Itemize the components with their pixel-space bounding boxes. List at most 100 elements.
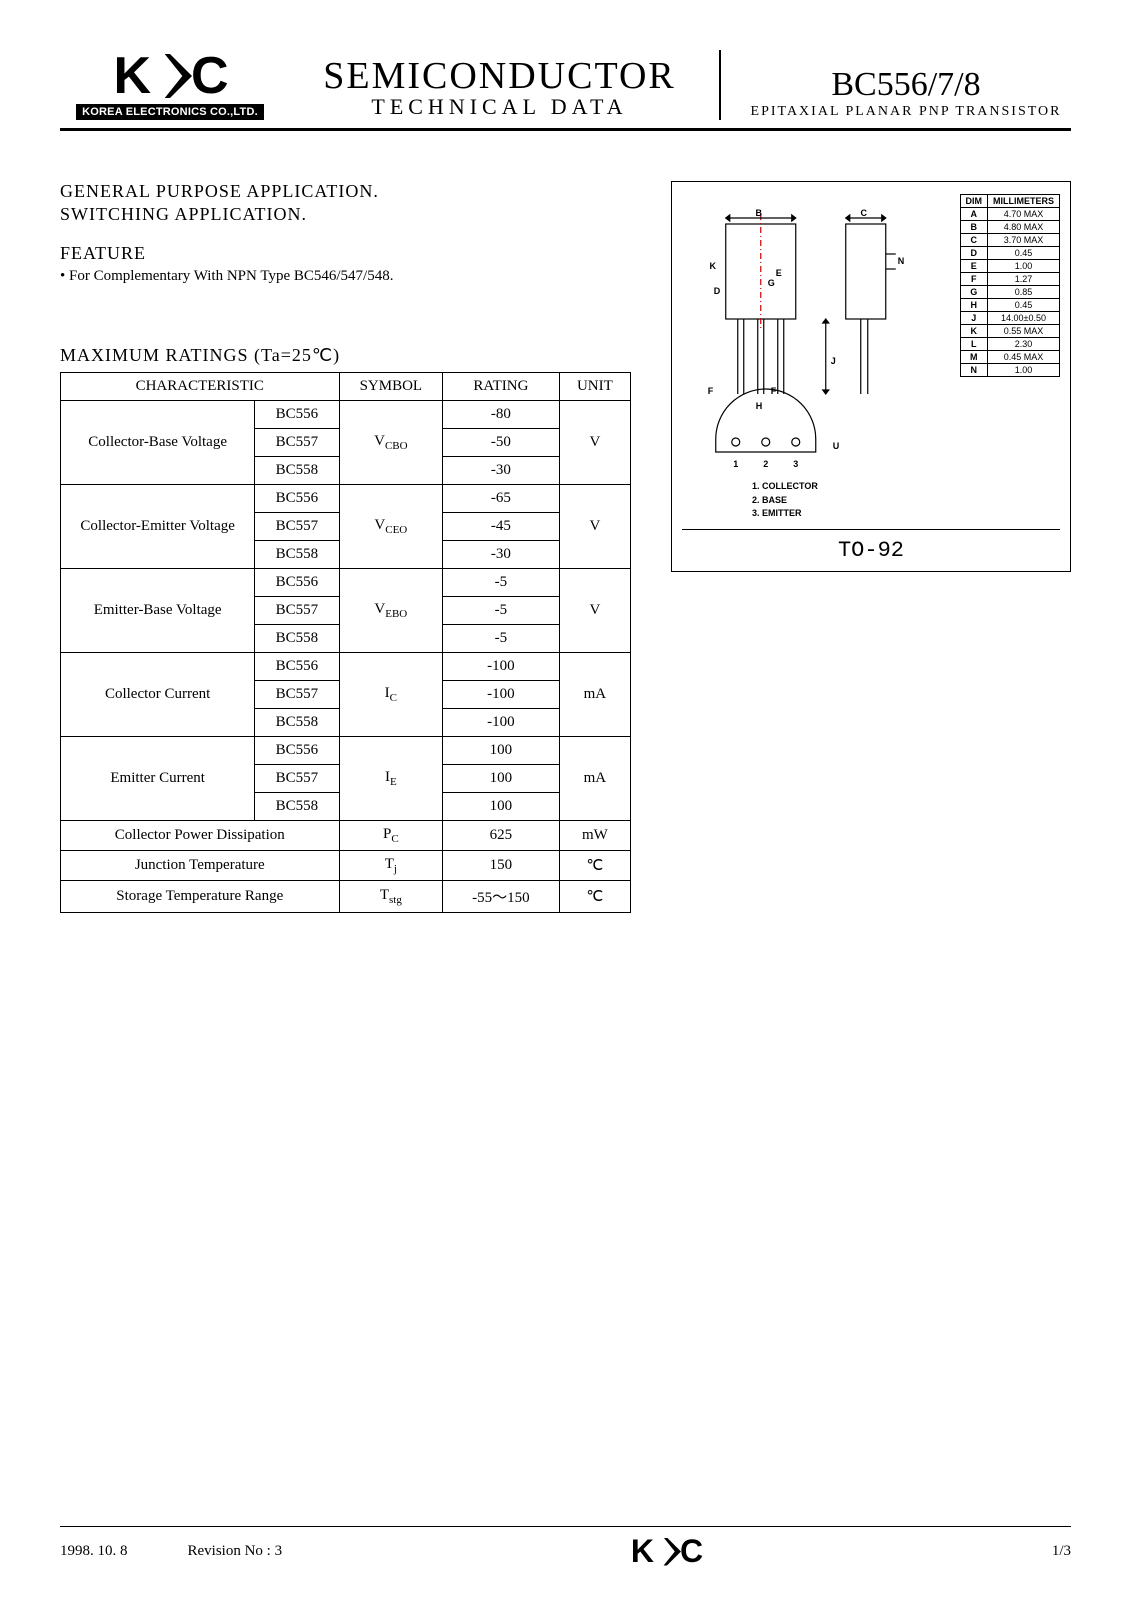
cell-part: BC557 xyxy=(255,597,339,625)
footer-page: 1/3 xyxy=(1052,1543,1071,1560)
cell-rating: -45 xyxy=(443,513,560,541)
cell-unit: V xyxy=(559,569,630,653)
dim-value: 0.45 MAX xyxy=(988,351,1060,364)
cell-rating: -65 xyxy=(443,485,560,513)
part-description: EPITAXIAL PLANAR PNP TRANSISTOR xyxy=(741,104,1071,120)
header-center: SEMICONDUCTOR TECHNICAL DATA xyxy=(300,54,699,120)
cell-part: BC558 xyxy=(255,709,339,737)
feature-bullet: • For Complementary With NPN Type BC546/… xyxy=(60,268,631,285)
application-line-1: GENERAL PURPOSE APPLICATION. xyxy=(60,181,631,202)
cell-part: BC556 xyxy=(255,485,339,513)
dim-value: 2.30 xyxy=(988,338,1060,351)
dim-value: 3.70 MAX xyxy=(988,234,1060,247)
dim-value: 0.45 xyxy=(988,299,1060,312)
dim-row: C3.70 MAX xyxy=(960,234,1060,247)
dim-row: B4.80 MAX xyxy=(960,221,1060,234)
dimension-table-wrap: DIM MILLIMETERS A4.70 MAXB4.80 MAXC3.70 … xyxy=(960,194,1061,474)
header-right: BC556/7/8 EPITAXIAL PLANAR PNP TRANSISTO… xyxy=(741,66,1071,120)
logo-subtext: KOREA ELECTRONICS CO.,LTD. xyxy=(76,104,264,120)
dim-value: 0.45 xyxy=(988,247,1060,260)
logo-letter-c: C xyxy=(191,50,227,102)
dim-row: L2.30 xyxy=(960,338,1060,351)
cell-part: BC558 xyxy=(255,625,339,653)
page-footer: 1998. 10. 8 Revision No : 3 K C 1/3 xyxy=(60,1526,1071,1570)
cell-rating: -30 xyxy=(443,541,560,569)
cell-part: BC556 xyxy=(255,401,339,429)
package-inner: B C K E G D H F F N U J xyxy=(682,194,1060,474)
dim-letter: D xyxy=(960,247,988,260)
cell-characteristic: Collector-Emitter Voltage xyxy=(61,485,255,569)
dim-letter: N xyxy=(960,364,988,377)
cell-symbol: VCBO xyxy=(339,401,443,485)
cell-characteristic: Junction Temperature xyxy=(61,851,340,881)
dim-letter: J xyxy=(960,312,988,325)
cell-characteristic: Storage Temperature Range xyxy=(61,881,340,913)
cell-part: BC558 xyxy=(255,793,339,821)
cell-rating: -80 xyxy=(443,401,560,429)
dim-row: F1.27 xyxy=(960,273,1060,286)
feature-title: FEATURE xyxy=(60,243,631,264)
dim-letter: H xyxy=(960,299,988,312)
header-divider xyxy=(719,50,721,120)
svg-text:U: U xyxy=(833,441,840,451)
dim-value: 1.00 xyxy=(988,364,1060,377)
dim-row: G0.85 xyxy=(960,286,1060,299)
dim-letter: L xyxy=(960,338,988,351)
cell-symbol: PC xyxy=(339,821,443,851)
table-row: Junction TemperatureTj150℃ xyxy=(61,851,631,881)
th-unit: UNIT xyxy=(559,373,630,401)
th-characteristic: CHARACTERISTIC xyxy=(61,373,340,401)
part-number-title: BC556/7/8 xyxy=(741,66,1071,104)
cell-rating: -55～150 xyxy=(443,881,560,913)
table-row: Collector-Emitter VoltageBC556VCEO-65V xyxy=(61,485,631,513)
cell-rating: -50 xyxy=(443,429,560,457)
package-drawing: B C K E G D H F F N U J xyxy=(682,194,950,474)
cell-unit: V xyxy=(559,401,630,485)
cell-unit: mW xyxy=(559,821,630,851)
cell-rating: -100 xyxy=(443,653,560,681)
svg-text:B: B xyxy=(756,208,763,218)
package-svg: B C K E G D H F F N U J xyxy=(682,194,950,474)
cell-unit: V xyxy=(559,485,630,569)
svg-text:2: 2 xyxy=(763,459,768,469)
dim-value: 0.55 MAX xyxy=(988,325,1060,338)
dim-value: 1.00 xyxy=(988,260,1060,273)
footer-revision: Revision No : 3 xyxy=(188,1543,283,1560)
dim-row: D0.45 xyxy=(960,247,1060,260)
cell-rating: 150 xyxy=(443,851,560,881)
cell-characteristic: Collector Current xyxy=(61,653,255,737)
kec-logo-block: K C KOREA ELECTRONICS CO.,LTD. xyxy=(60,50,280,120)
table-row: Emitter-Base VoltageBC556VEBO-5V xyxy=(61,569,631,597)
cell-part: BC557 xyxy=(255,681,339,709)
svg-text:F: F xyxy=(771,386,777,396)
cell-characteristic: Emitter Current xyxy=(61,737,255,821)
dim-value: 4.70 MAX xyxy=(988,208,1060,221)
cell-characteristic: Collector Power Dissipation xyxy=(61,821,340,851)
dim-header-dim: DIM xyxy=(960,195,988,208)
body-row: GENERAL PURPOSE APPLICATION. SWITCHING A… xyxy=(60,181,1071,913)
cell-symbol: VEBO xyxy=(339,569,443,653)
footer-kec-mark-icon xyxy=(653,1538,681,1566)
cell-characteristic: Collector-Base Voltage xyxy=(61,401,255,485)
th-rating: RATING xyxy=(443,373,560,401)
cell-part: BC557 xyxy=(255,765,339,793)
cell-rating: -5 xyxy=(443,569,560,597)
cell-rating: 100 xyxy=(443,765,560,793)
table-row: Collector Power DissipationPC625mW xyxy=(61,821,631,851)
dim-letter: B xyxy=(960,221,988,234)
svg-text:N: N xyxy=(898,256,905,266)
cell-rating: 625 xyxy=(443,821,560,851)
cell-symbol: VCEO xyxy=(339,485,443,569)
dim-letter: G xyxy=(960,286,988,299)
table-header-row: CHARACTERISTIC SYMBOL RATING UNIT xyxy=(61,373,631,401)
cell-unit: mA xyxy=(559,653,630,737)
dim-header-row: DIM MILLIMETERS xyxy=(960,195,1060,208)
dim-row: J14.00±0.50 xyxy=(960,312,1060,325)
svg-text:K: K xyxy=(710,261,717,271)
dim-row: M0.45 MAX xyxy=(960,351,1060,364)
cell-characteristic: Emitter-Base Voltage xyxy=(61,569,255,653)
svg-text:1: 1 xyxy=(733,459,738,469)
cell-part: BC557 xyxy=(255,429,339,457)
dimension-table: DIM MILLIMETERS A4.70 MAXB4.80 MAXC3.70 … xyxy=(960,194,1061,377)
dim-value: 1.27 xyxy=(988,273,1060,286)
